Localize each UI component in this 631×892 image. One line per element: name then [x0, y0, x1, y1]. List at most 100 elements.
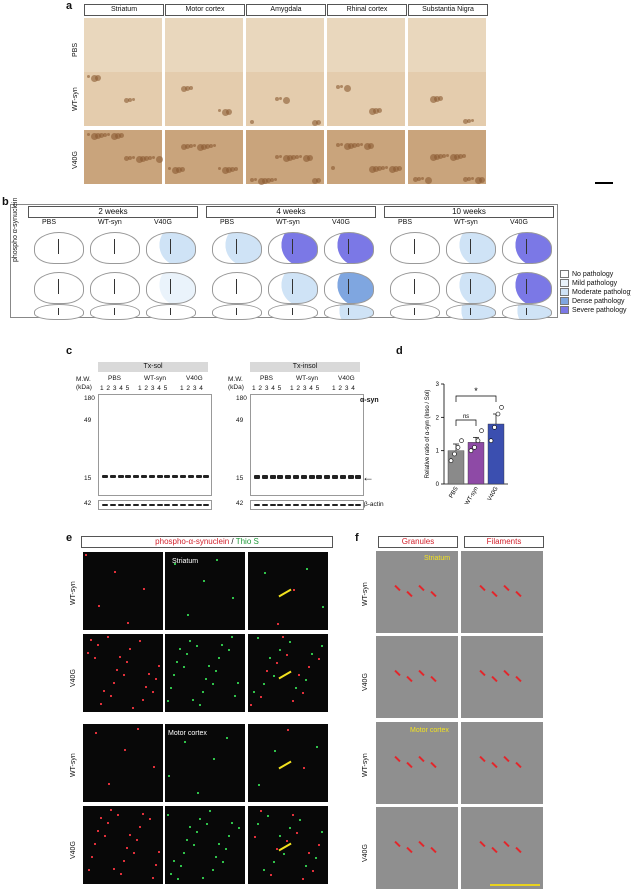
mw-label: M.W. [228, 376, 243, 383]
stained-cell [417, 177, 421, 181]
stained-cell [111, 133, 118, 140]
column-header[interactable]: Amygdala [246, 4, 326, 16]
group-label: V40G [338, 375, 355, 382]
histology-tile [408, 130, 486, 184]
timepoint-header: 10 weeks [384, 206, 554, 218]
column-header[interactable]: Substantia Nigra [408, 4, 488, 16]
row-label: WT-syn [70, 753, 77, 777]
fluorescent-puncta [303, 767, 305, 769]
actin-band [347, 504, 354, 506]
histology-tile [165, 130, 243, 184]
fluorescent-puncta [263, 683, 265, 685]
red-arrow [479, 584, 486, 592]
em-tile [461, 551, 543, 633]
fluorescence-tile [165, 552, 245, 630]
fluorescent-puncta [113, 682, 115, 684]
stained-cell [344, 85, 351, 92]
column-header[interactable]: Striatum [84, 4, 164, 16]
stained-cell [222, 167, 229, 174]
fluorescent-puncta [257, 637, 259, 639]
stained-cell [103, 133, 107, 137]
data-point [475, 438, 481, 443]
midline [348, 279, 349, 294]
stained-cell [168, 167, 171, 170]
fluorescent-puncta [173, 860, 175, 862]
lane-numbers: 1 2 3 4 5 [138, 385, 168, 392]
scale-bar [595, 182, 613, 184]
actin-band [324, 504, 331, 506]
stained-cell [291, 155, 296, 160]
fluorescent-puncta [192, 699, 194, 701]
column-header[interactable]: Motor cortex [165, 4, 245, 16]
western-blot [98, 394, 212, 496]
fluorescent-puncta [221, 644, 223, 646]
fluorescent-puncta [149, 818, 151, 820]
row-label: V40G [362, 844, 369, 862]
actin-band [109, 504, 116, 506]
fluorescent-puncta [103, 690, 105, 692]
protein-band [195, 475, 202, 478]
brain-section [212, 232, 262, 264]
fluorescent-puncta [274, 750, 276, 752]
bar [467, 442, 485, 485]
brain-section [502, 272, 552, 304]
red-arrow [406, 761, 413, 769]
x-tick-label: WT-syn [464, 486, 479, 504]
fluorescent-puncta [126, 847, 128, 849]
fluorescent-puncta [91, 856, 93, 858]
fluorescent-puncta [117, 814, 119, 816]
fluorescent-puncta [107, 636, 109, 638]
brain-section [90, 304, 140, 320]
fluorescent-puncta [202, 877, 204, 879]
y-axis-label: Relative ratio of α-syn (Inso / Sol) [425, 390, 431, 479]
filaments-header: Filaments [464, 536, 544, 548]
stained-cell [471, 177, 474, 180]
histology-tile [327, 72, 405, 126]
fluorescent-puncta [218, 843, 220, 845]
stained-cell [262, 178, 268, 184]
fluorescent-puncta [205, 678, 207, 680]
stained-cell [381, 166, 385, 170]
fluorescent-puncta [226, 737, 228, 739]
fluorescent-puncta [100, 817, 102, 819]
column-header[interactable]: Rhinal cortex [327, 4, 407, 16]
brain-section [212, 304, 262, 320]
actin-blot [250, 500, 364, 510]
midline [236, 279, 237, 294]
legend-item: Moderate pathology [560, 288, 631, 297]
title-red: phospho-α-synuclein [155, 537, 230, 546]
fluorescent-puncta [107, 822, 109, 824]
stained-cell [360, 143, 363, 146]
stained-cell [471, 119, 474, 122]
fluorescent-puncta [123, 674, 125, 676]
protein-band [316, 475, 323, 479]
stained-cell [336, 143, 340, 147]
histology-tile [246, 72, 324, 126]
fluorescent-puncta [258, 784, 260, 786]
stained-cell [99, 133, 104, 138]
fluorescent-puncta [148, 673, 150, 675]
actin-band [293, 504, 299, 506]
protein-band [187, 475, 194, 478]
scale-bar [490, 884, 540, 886]
midline [292, 307, 293, 315]
midline [348, 307, 349, 315]
stained-cell [312, 178, 318, 184]
red-arrow [503, 755, 510, 763]
band-arrow: ← [362, 470, 374, 484]
stained-cell [348, 143, 354, 149]
group-label: WT-syn [296, 375, 319, 382]
stained-cell [136, 156, 143, 163]
fluorescent-puncta [199, 704, 201, 706]
data-point [492, 425, 497, 430]
actin-band [261, 504, 268, 506]
actin-band [285, 504, 292, 506]
histology-tile [408, 72, 486, 126]
legend-swatch [560, 270, 569, 279]
histology-tile [165, 18, 243, 72]
legend-label: Mild pathology [572, 280, 618, 287]
fluorescent-puncta [176, 661, 178, 663]
actin-band [316, 504, 323, 506]
stained-cell [91, 75, 98, 82]
protein-band [277, 475, 284, 479]
